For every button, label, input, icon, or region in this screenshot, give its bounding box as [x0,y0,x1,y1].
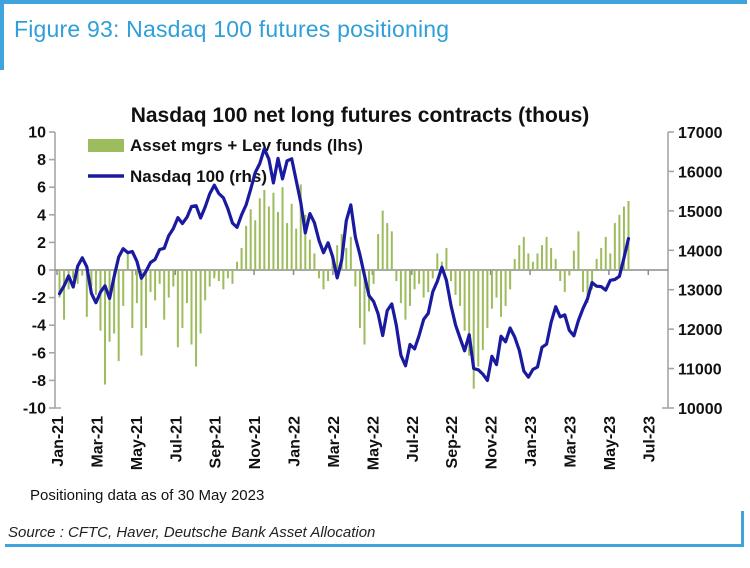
svg-text:Sep-21: Sep-21 [208,416,225,469]
svg-text:Jan-22: Jan-22 [287,416,304,467]
bars-series [58,184,630,389]
legend-line-label: Nasdaq 100 (rhs) [130,167,267,186]
svg-text:May-21: May-21 [129,416,146,470]
right-axis: 17000 16000 15000 14000 13000 12000 11000 10000 [668,125,723,418]
svg-text:May-23: May-23 [602,416,619,470]
svg-text:Mar-22: Mar-22 [326,416,343,468]
svg-text:Jan-23: Jan-23 [523,416,540,467]
svg-text:-10: -10 [23,401,46,418]
svg-text:Jul-21: Jul-21 [168,416,185,462]
svg-text:-8: -8 [32,373,46,390]
svg-text:16000: 16000 [678,164,723,181]
positioning-chart: Nasdaq 100 net long futures contracts (t… [23,104,723,470]
svg-text:-6: -6 [32,345,46,362]
svg-text:Jul-22: Jul-22 [405,416,422,462]
svg-text:4: 4 [37,207,46,224]
svg-text:Mar-21: Mar-21 [89,416,106,468]
svg-text:12000: 12000 [678,322,723,339]
svg-text:Nov-22: Nov-22 [484,416,501,469]
svg-text:10000: 10000 [678,401,723,418]
chart-title: Nasdaq 100 net long futures contracts (t… [131,104,590,127]
svg-text:-4: -4 [32,318,46,335]
svg-text:-2: -2 [32,290,46,307]
svg-text:Mar-23: Mar-23 [562,416,579,468]
source-line: Source : CFTC, Haver, Deutsche Bank Asse… [8,524,376,541]
svg-text:15000: 15000 [678,204,723,221]
svg-text:13000: 13000 [678,283,723,300]
chart-area: Nasdaq 100 net long futures contracts (t… [0,92,750,490]
svg-text:6: 6 [37,180,46,197]
panel-left-border [0,0,4,70]
svg-text:10: 10 [28,125,46,142]
x-axis: Jan-21 Mar-21 May-21 Jul-21 Sep-21 Nov-21 Jan-… [50,270,658,470]
panel-right-border [741,511,744,547]
svg-text:8: 8 [37,152,46,169]
panel-top-border [0,0,747,4]
svg-text:May-22: May-22 [365,416,382,470]
svg-text:2: 2 [37,235,46,252]
svg-text:14000: 14000 [678,243,723,260]
chart-footnote: Positioning data as of 30 May 2023 [30,487,265,504]
chart-legend: Asset mgrs + Lev funds (lhs) Nasdaq 100 (… [88,136,363,186]
left-axis: 10 8 6 4 2 0 -2 -4 -6 -8 -10 [23,125,55,418]
svg-text:Jan-21: Jan-21 [50,416,67,467]
svg-text:Nov-21: Nov-21 [247,416,264,469]
svg-text:11000: 11000 [678,362,722,379]
panel-bottom-border [5,544,744,547]
legend-bar-swatch [88,139,124,152]
svg-text:17000: 17000 [678,125,723,142]
svg-text:0: 0 [37,263,46,280]
legend-bar-label: Asset mgrs + Lev funds (lhs) [130,136,363,155]
figure-title: Figure 93: Nasdaq 100 futures positionin… [14,16,450,42]
svg-text:Sep-22: Sep-22 [444,416,461,469]
line-series [57,147,631,382]
svg-text:Jul-23: Jul-23 [641,416,658,462]
